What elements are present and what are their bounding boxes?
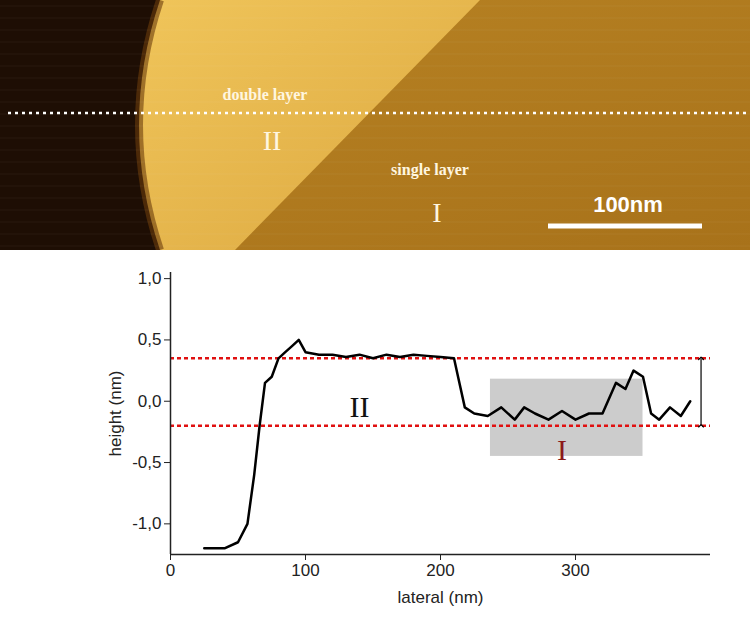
svg-text:-0,5: -0,5 bbox=[132, 453, 161, 472]
svg-text:II: II bbox=[263, 125, 282, 156]
svg-text:height (nm): height (nm) bbox=[106, 371, 125, 457]
svg-text:I: I bbox=[432, 197, 441, 228]
svg-text:-1,0: -1,0 bbox=[132, 514, 161, 533]
svg-text:II: II bbox=[350, 390, 370, 423]
svg-text:0,5: 0,5 bbox=[138, 330, 162, 349]
svg-text:1,0: 1,0 bbox=[138, 269, 162, 288]
svg-text:100: 100 bbox=[291, 561, 319, 580]
svg-text:0: 0 bbox=[166, 561, 175, 580]
svg-text:100nm: 100nm bbox=[593, 192, 663, 217]
svg-text:0,0: 0,0 bbox=[138, 392, 162, 411]
svg-text:double layer: double layer bbox=[223, 86, 308, 104]
svg-text:lateral (nm): lateral (nm) bbox=[398, 588, 484, 607]
svg-text:300: 300 bbox=[561, 561, 589, 580]
svg-text:200: 200 bbox=[426, 561, 454, 580]
svg-text:single layer: single layer bbox=[391, 161, 469, 179]
svg-text:I: I bbox=[557, 433, 567, 466]
